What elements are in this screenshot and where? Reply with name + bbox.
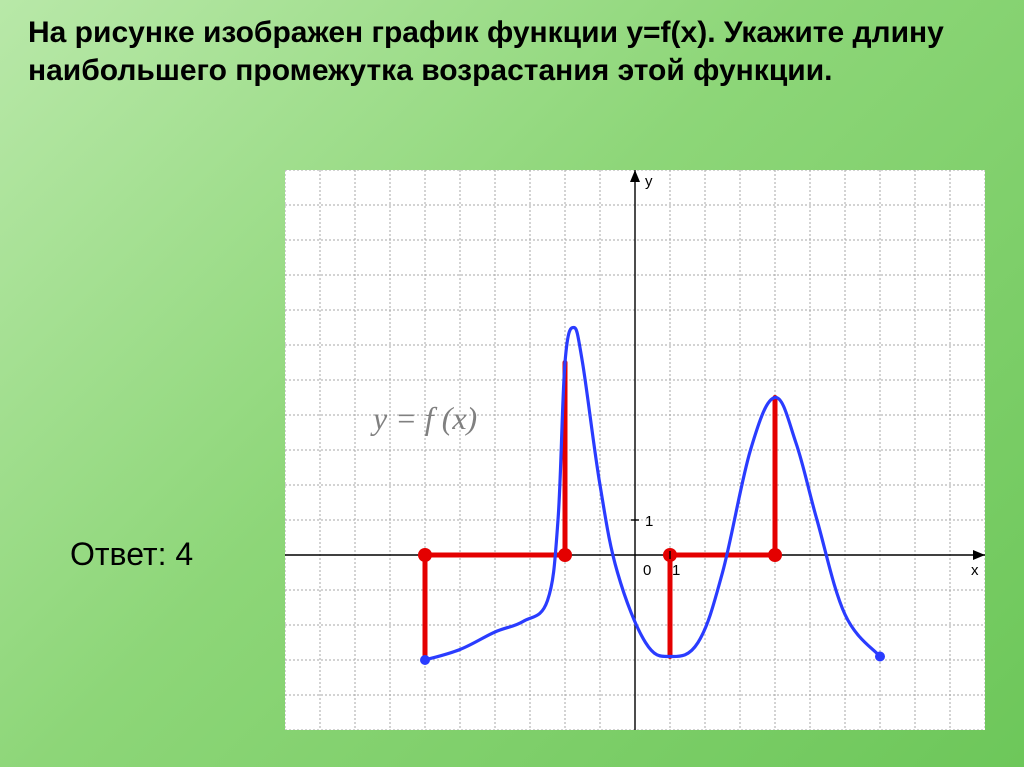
svg-text:1: 1 [645,513,653,530]
svg-text:x: x [971,562,979,579]
svg-text:0: 0 [643,562,651,579]
chart-svg: y x 0 1 1 [285,170,985,730]
svg-text:1: 1 [672,562,680,579]
question-text: На рисунке изображен график функции y=f(… [28,14,988,89]
formula-label: y = f (x) [373,400,477,437]
chart: y x 0 1 1 [285,170,985,730]
answer-text: Ответ: 4 [70,536,193,573]
svg-text:y: y [645,173,653,190]
